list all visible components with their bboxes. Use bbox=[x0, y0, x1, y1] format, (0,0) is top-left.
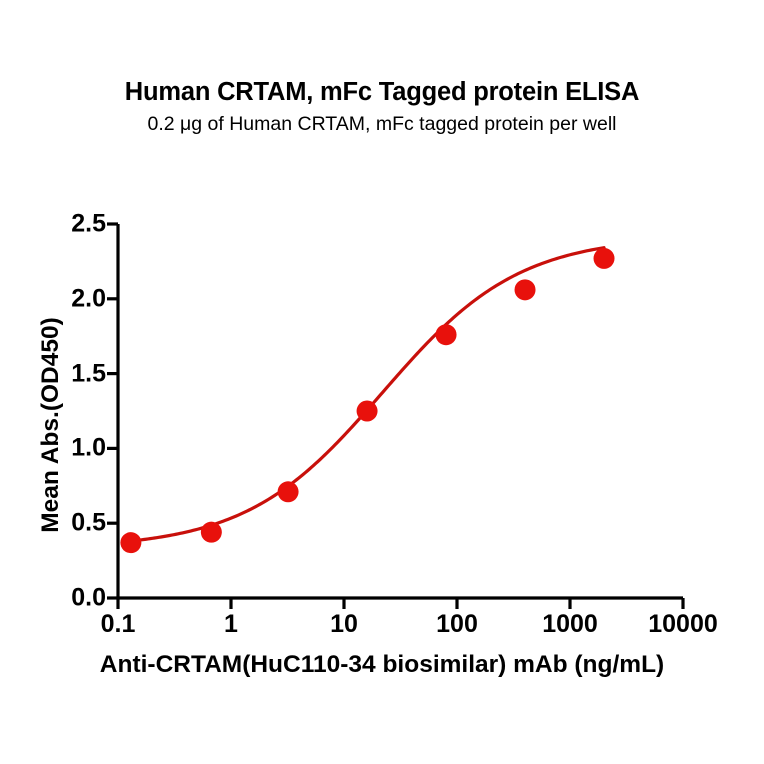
y-tick-label: 0.0 bbox=[71, 583, 106, 612]
x-axis-title: Anti-CRTAM(HuC110-34 biosimilar) mAb (ng… bbox=[99, 651, 665, 678]
chart-subtitle: 0.2 μg of Human CRTAM, mFc tagged protei… bbox=[147, 113, 617, 136]
data-point-marker bbox=[514, 279, 536, 301]
data-point-marker bbox=[277, 481, 299, 503]
x-tick-label: 100 bbox=[436, 610, 478, 638]
y-axis-tick-labels: 0.0 0.5 1.0 1.5 2.0 2.5 bbox=[48, 211, 106, 610]
y-tick-label: 2.5 bbox=[71, 209, 106, 238]
data-point-marker bbox=[200, 521, 222, 543]
y-tick-label: 1.0 bbox=[71, 433, 106, 462]
x-axis-tick-labels: 0.1 1 10 100 1000 10000 bbox=[101, 610, 718, 646]
data-point-marker bbox=[356, 400, 378, 422]
data-point-markers bbox=[120, 247, 615, 554]
axis-ticks bbox=[107, 222, 685, 609]
chart-title-block: Human CRTAM, mFc Tagged protein ELISA 0.… bbox=[0, 78, 764, 136]
y-tick-label: 2.0 bbox=[71, 284, 106, 313]
data-point-marker bbox=[593, 247, 615, 269]
plot-svg bbox=[107, 222, 685, 609]
y-tick-label: 0.5 bbox=[71, 508, 106, 537]
x-tick-label: 0.1 bbox=[100, 610, 136, 638]
axis-lines bbox=[116, 224, 683, 600]
plot-area bbox=[107, 222, 685, 609]
data-point-marker bbox=[435, 324, 457, 346]
x-tick-label: 10000 bbox=[648, 610, 718, 638]
chart-title: Human CRTAM, mFc Tagged protein ELISA bbox=[124, 78, 640, 106]
data-point-marker bbox=[120, 532, 142, 554]
x-tick-label: 10 bbox=[330, 610, 358, 638]
y-tick-label: 1.5 bbox=[71, 359, 106, 388]
x-tick-label: 1000 bbox=[542, 610, 598, 638]
x-tick-label: 1 bbox=[224, 610, 238, 638]
